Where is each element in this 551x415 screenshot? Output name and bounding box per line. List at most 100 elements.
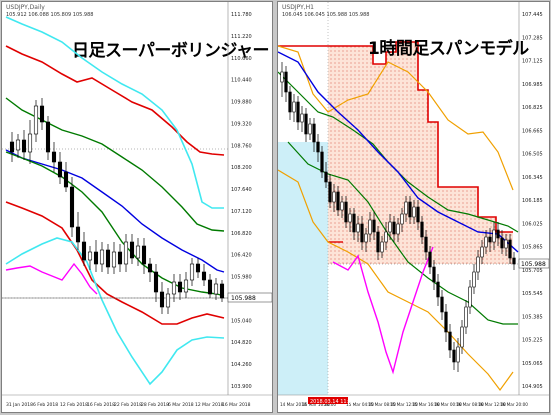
upper-2sigma-band: [5, 45, 225, 156]
candle-body: [69, 186, 75, 228]
candle-body: [472, 271, 476, 288]
daily-chart-window[interactable]: USDJPY,Daily 105.912 106.088 105.809 105…: [1, 1, 273, 413]
lower-1sigma-band: [5, 151, 225, 297]
candle-body: [87, 251, 93, 261]
candle-body: [388, 221, 392, 233]
price-tick-label: 107.640: [231, 187, 252, 193]
price-tick-label: 107.445: [522, 12, 543, 18]
candle-body: [304, 113, 308, 135]
candle-body: [105, 249, 111, 268]
candle-body: [408, 201, 412, 218]
price-tick-label: 106.345: [522, 175, 543, 181]
candle-body: [496, 229, 500, 239]
candle-body: [328, 181, 332, 203]
candle-body: [153, 271, 159, 293]
candle-body: [360, 223, 364, 243]
price-tick-label: 107.125: [522, 59, 543, 65]
price-tick-label: 108.760: [231, 143, 252, 149]
ohlc-readout: 106.045 106.045 105.988 105.988: [282, 12, 370, 18]
time-tick-label: 6 Feb 2018: [33, 402, 58, 408]
price-tick-label: 107.120: [231, 209, 252, 215]
candle-body: [316, 141, 320, 153]
candle-body: [123, 241, 129, 265]
candle-body: [39, 105, 45, 123]
price-tick-label: 111.220: [231, 34, 252, 40]
time-tick-label: 15 Mar 08:00: [368, 402, 396, 407]
time-tick-label: 15 Mar 16:00: [302, 402, 330, 407]
price-tick-label: 103.900: [231, 384, 252, 390]
candle-body: [512, 257, 516, 265]
candle-body: [424, 236, 428, 253]
candle-body: [195, 263, 201, 273]
time-tick-label: 15 Mar 12:00: [390, 402, 418, 407]
candle-body: [284, 71, 288, 93]
highlight-time-tag: [308, 397, 348, 404]
candle-body: [135, 245, 141, 259]
price-tick-label: 106.025: [522, 221, 543, 227]
time-tick-label: 28 Feb 2018: [141, 402, 169, 408]
time-tick-label: 12 Mar 2018: [195, 402, 224, 408]
price-tick-label: 110.660: [231, 56, 252, 62]
candle-body: [432, 266, 436, 283]
candle-body: [280, 71, 284, 83]
price-tick-label: 106.420: [231, 253, 252, 259]
candle-body: [452, 349, 456, 363]
candle-body: [288, 91, 292, 113]
middle-band: [5, 149, 225, 273]
candle-body: [57, 161, 63, 178]
time-tick-label: 20:00: [324, 402, 336, 407]
candle-body: [300, 113, 304, 123]
candle-body: [141, 245, 147, 265]
candle-body: [292, 101, 296, 113]
price-tick-label: 106.825: [522, 105, 543, 111]
candle-body: [183, 279, 189, 293]
candle-body: [480, 246, 484, 258]
candle-body: [213, 283, 219, 295]
candle-body: [392, 221, 396, 235]
time-tick-label: 16 Mar 2018: [222, 402, 251, 408]
candle-body: [81, 241, 87, 261]
price-tick-label: 105.865: [522, 245, 543, 251]
lower-orange-band: [278, 169, 514, 392]
price-axis: 107.445 107.285 107.125 106.985 106.825 106.6…: [522, 12, 543, 390]
candle-body: [189, 263, 195, 281]
price-tick-label: 106.820: [231, 231, 252, 237]
candle-body: [129, 241, 135, 259]
current-price-tag: [518, 258, 549, 269]
candle-body: [364, 233, 368, 243]
daily-chart-canvas: 111.780 111.220 110.660 110.440 109.880 109.3…: [2, 2, 272, 408]
time-tick-label: 16 Feb 2018: [87, 402, 115, 408]
price-tick-label: 106.985: [522, 82, 543, 88]
candle-body: [332, 191, 336, 203]
price-tick-label: 105.065: [522, 361, 543, 367]
candle-body: [296, 101, 300, 123]
time-tick-label: 22 Feb 2018: [114, 402, 142, 408]
candle-body: [460, 326, 464, 348]
price-tick-label: 105.385: [522, 314, 543, 320]
candle-body: [368, 219, 372, 235]
candle-body: [27, 133, 33, 153]
candle-body: [308, 123, 312, 135]
candle-body: [348, 213, 352, 223]
candle-body: [21, 139, 27, 153]
current-price-label: 105.988: [231, 295, 256, 302]
upper-orange-band: [278, 45, 514, 191]
candle-body: [171, 281, 177, 295]
time-tick-label: 16 Mar 00:00: [434, 402, 462, 407]
candle-body: [33, 105, 39, 135]
candle-body: [324, 171, 328, 183]
time-tick-label: 16 Mar 08:00: [456, 402, 484, 407]
hourly-chart-window[interactable]: 107.445 107.285 107.125 106.985 106.825 106.6…: [277, 1, 550, 413]
time-tick-label: 16 Mar 12:00: [478, 402, 506, 407]
price-tick-label: 104.905: [522, 384, 543, 390]
price-tick-label: 104.260: [231, 362, 252, 368]
price-tick-label: 105.225: [522, 338, 543, 344]
candle-body: [380, 241, 384, 253]
candle-body: [219, 283, 225, 299]
blue-line: [278, 51, 519, 253]
candle-body: [15, 139, 21, 151]
current-price-tag: [227, 292, 272, 303]
candle-body: [500, 237, 504, 249]
candle-body: [504, 239, 508, 249]
